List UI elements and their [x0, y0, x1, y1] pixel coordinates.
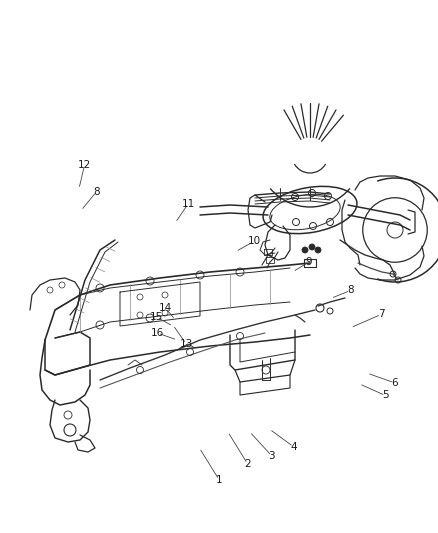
- Text: 6: 6: [391, 378, 398, 387]
- Text: 11: 11: [182, 199, 195, 208]
- Circle shape: [315, 247, 321, 253]
- Text: 8: 8: [93, 187, 100, 197]
- Text: 1: 1: [215, 475, 223, 484]
- Text: 10: 10: [247, 237, 261, 246]
- Text: 4: 4: [290, 442, 297, 451]
- Text: 7: 7: [378, 310, 385, 319]
- Text: 2: 2: [244, 459, 251, 469]
- Text: 14: 14: [159, 303, 172, 313]
- Text: 16: 16: [151, 328, 164, 338]
- Text: 9: 9: [305, 257, 312, 267]
- Text: 5: 5: [382, 391, 389, 400]
- Text: 13: 13: [180, 339, 193, 349]
- Text: 12: 12: [78, 160, 91, 170]
- Text: 8: 8: [347, 286, 354, 295]
- Text: 3: 3: [268, 451, 275, 461]
- Circle shape: [309, 244, 315, 250]
- Text: 15: 15: [150, 312, 163, 322]
- Circle shape: [302, 247, 308, 253]
